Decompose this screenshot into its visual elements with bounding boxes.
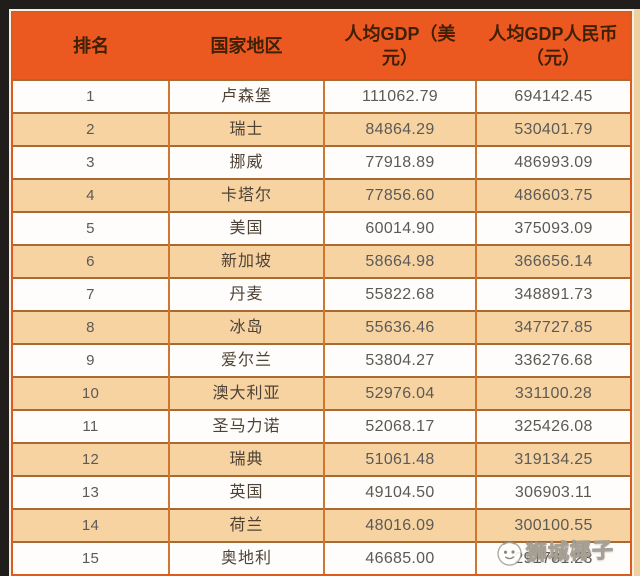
- header-row: 排名 国家地区 人均GDP（美 元） 人均GDP人民币 （元）: [13, 13, 630, 80]
- gdp-rmb-cell: 291781.23: [475, 541, 630, 574]
- country-cell: 圣马力诺: [168, 409, 324, 443]
- table-row: 10 澳大利亚 52976.04 331100.28: [13, 376, 630, 410]
- header-cell-gdp-rmb: 人均GDP人民币 （元）: [476, 13, 630, 80]
- country-cell: 瑞典: [168, 442, 324, 476]
- rank-cell: 11: [13, 409, 169, 443]
- gdp-usd-cell: 51061.48: [323, 442, 476, 476]
- rank-cell: 1: [13, 79, 169, 113]
- country-cell: 奥地利: [168, 541, 324, 574]
- gdp-usd-cell: 52068.17: [323, 409, 476, 443]
- gdp-usd-cell: 46685.00: [323, 541, 476, 574]
- country-cell: 卡塔尔: [168, 178, 324, 212]
- gdp-rmb-cell: 530401.79: [475, 112, 630, 146]
- table-row: 3 挪威 77918.89 486993.09: [13, 145, 630, 179]
- rank-cell: 14: [13, 508, 169, 542]
- country-cell: 丹麦: [168, 277, 324, 311]
- table-row: 4 卡塔尔 77856.60 486603.75: [13, 178, 630, 212]
- gdp-rmb-cell: 486603.75: [475, 178, 630, 212]
- country-cell: 冰岛: [168, 310, 324, 344]
- gdp-usd-cell: 58664.98: [323, 244, 476, 278]
- country-cell: 荷兰: [168, 508, 324, 542]
- gdp-rmb-cell: 306903.11: [475, 475, 630, 509]
- country-cell: 英国: [168, 475, 324, 509]
- rank-cell: 3: [13, 145, 169, 179]
- rank-cell: 9: [13, 343, 169, 377]
- gdp-rmb-cell: 331100.28: [475, 376, 630, 410]
- rank-cell: 10: [13, 376, 169, 410]
- country-cell: 澳大利亚: [168, 376, 324, 410]
- table-row: 2 瑞士 84864.29 530401.79: [13, 112, 630, 146]
- gdp-ranking-table: 排名 国家地区 人均GDP（美 元） 人均GDP人民币 （元） 1 卢森堡 11…: [11, 11, 632, 576]
- gdp-rmb-cell: 348891.73: [475, 277, 630, 311]
- gdp-usd-cell: 53804.27: [323, 343, 476, 377]
- header-cell-gdp-usd: 人均GDP（美 元）: [324, 13, 476, 80]
- rank-cell: 12: [13, 442, 169, 476]
- table-row: 9 爱尔兰 53804.27 336276.68: [13, 343, 630, 377]
- gdp-rmb-cell: 347727.85: [475, 310, 630, 344]
- country-cell: 美国: [168, 211, 324, 245]
- photo-right-bleed: [634, 9, 640, 576]
- table-row: 15 奥地利 46685.00 291781.23: [13, 541, 630, 574]
- rank-cell: 5: [13, 211, 169, 245]
- table-row: 11 圣马力诺 52068.17 325426.08: [13, 409, 630, 443]
- gdp-usd-cell: 77918.89: [323, 145, 476, 179]
- photo-frame-top: [0, 0, 640, 9]
- country-cell: 新加坡: [168, 244, 324, 278]
- gdp-rmb-cell: 486993.09: [475, 145, 630, 179]
- gdp-rmb-cell: 375093.09: [475, 211, 630, 245]
- rank-cell: 8: [13, 310, 169, 344]
- gdp-usd-cell: 111062.79: [323, 79, 476, 113]
- gdp-rmb-cell: 694142.45: [475, 79, 630, 113]
- rank-cell: 7: [13, 277, 169, 311]
- gdp-rmb-cell: 336276.68: [475, 343, 630, 377]
- table-row: 5 美国 60014.90 375093.09: [13, 211, 630, 245]
- gdp-usd-cell: 55636.46: [323, 310, 476, 344]
- header-cell-rank: 排名: [13, 13, 169, 80]
- table-row: 12 瑞典 51061.48 319134.25: [13, 442, 630, 476]
- gdp-usd-cell: 48016.09: [323, 508, 476, 542]
- gdp-usd-cell: 55822.68: [323, 277, 476, 311]
- gdp-usd-cell: 49104.50: [323, 475, 476, 509]
- gdp-usd-cell: 84864.29: [323, 112, 476, 146]
- header-cell-country: 国家地区: [169, 13, 324, 80]
- rank-cell: 4: [13, 178, 169, 212]
- table-row: 13 英国 49104.50 306903.11: [13, 475, 630, 509]
- country-cell: 挪威: [168, 145, 324, 179]
- table-row: 1 卢森堡 111062.79 694142.45: [13, 79, 630, 113]
- table-row: 8 冰岛 55636.46 347727.85: [13, 310, 630, 344]
- gdp-rmb-cell: 366656.14: [475, 244, 630, 278]
- table-body: 1 卢森堡 111062.79 694142.45 2 瑞士 84864.29 …: [13, 79, 630, 574]
- gdp-rmb-cell: 300100.55: [475, 508, 630, 542]
- rank-cell: 6: [13, 244, 169, 278]
- rank-cell: 15: [13, 541, 169, 574]
- gdp-usd-cell: 52976.04: [323, 376, 476, 410]
- rank-cell: 2: [13, 112, 169, 146]
- rank-cell: 13: [13, 475, 169, 509]
- gdp-rmb-cell: 319134.25: [475, 442, 630, 476]
- gdp-rmb-cell: 325426.08: [475, 409, 630, 443]
- country-cell: 瑞士: [168, 112, 324, 146]
- table-row: 7 丹麦 55822.68 348891.73: [13, 277, 630, 311]
- country-cell: 爱尔兰: [168, 343, 324, 377]
- gdp-usd-cell: 60014.90: [323, 211, 476, 245]
- table-row: 6 新加坡 58664.98 366656.14: [13, 244, 630, 278]
- gdp-usd-cell: 77856.60: [323, 178, 476, 212]
- photo-frame-left: [0, 0, 9, 576]
- country-cell: 卢森堡: [168, 79, 324, 113]
- table-row: 14 荷兰 48016.09 300100.55: [13, 508, 630, 542]
